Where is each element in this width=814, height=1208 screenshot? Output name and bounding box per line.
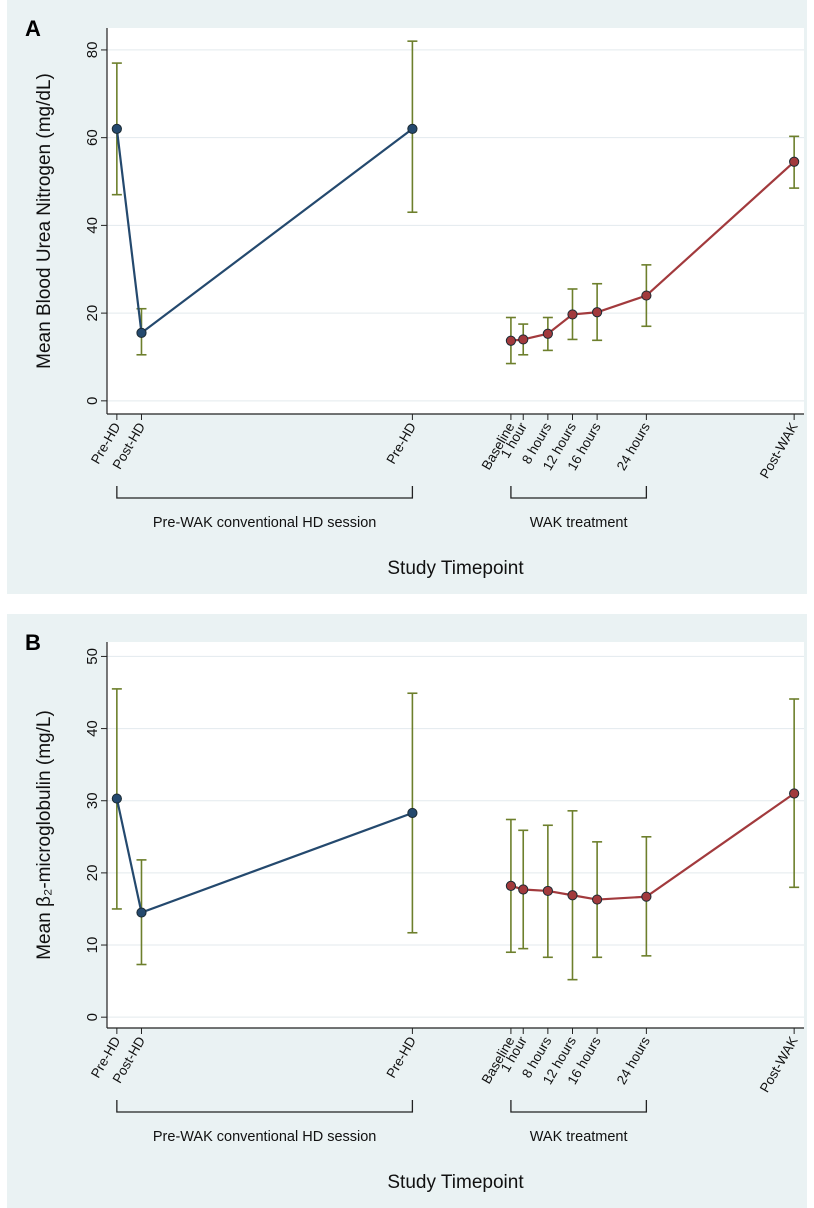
panel-label-a: A [25,16,41,41]
y-axis-title: Mean Blood Urea Nitrogen (mg/dL) [34,73,55,369]
plot-area [107,28,804,414]
data-point [505,335,517,346]
data-point [518,334,529,345]
group-bracket-label: Pre-WAK conventional HD session [153,515,377,531]
data-point [567,890,578,901]
group-bracket [510,1100,648,1113]
data-point [542,328,553,339]
data-point [789,156,800,167]
group-bracket [116,486,414,499]
data-point [592,894,603,905]
y-tick-label: 0 [84,1013,101,1021]
data-point [111,793,122,804]
y-axis-title: Mean β₂-microglobulin (mg/L) [34,710,55,960]
group-bracket-label: WAK treatment [530,515,628,531]
group-bracket-label: Pre-WAK conventional HD session [153,1129,377,1145]
y-tick-label: 60 [84,129,101,146]
y-tick-label: 80 [84,42,101,59]
data-point [518,884,529,895]
group-bracket-label: WAK treatment [530,1129,628,1145]
x-tick-label: Pre-HD [383,420,419,467]
y-tick-label: 10 [84,937,101,954]
data-point [542,885,553,897]
x-tick-label: Pre-HD [383,1034,419,1081]
chart-panel-a: A 0 20 40 60 80 Pre-HD Post-HD Pre-HD Baseline 1 … [7,0,807,594]
x-axis-title: Study Timepoint [387,558,524,579]
panel-label-b: B [25,630,41,655]
data-point [789,788,800,799]
x-tick-label: 24 hours [614,1034,653,1087]
x-tick-label: Post-WAK [757,1034,801,1095]
y-tick-label: 40 [84,720,101,737]
data-point [111,123,122,134]
data-point [567,309,578,320]
x-tick-label: 24 hours [614,420,653,473]
data-point [641,891,652,902]
data-point [407,807,418,819]
group-bracket [510,486,648,499]
y-tick-label: 40 [84,217,101,234]
data-point [592,307,603,318]
y-tick-label: 20 [84,865,101,882]
data-point [407,123,418,134]
data-point [136,327,147,338]
data-point [641,290,652,301]
y-tick-label: 30 [84,792,101,809]
x-axis-title: Study Timepoint [387,1172,524,1193]
y-tick-label: 20 [84,305,101,322]
group-bracket [116,1100,414,1113]
data-point [136,907,147,918]
y-tick-label: 50 [84,648,101,665]
plot-area [107,642,804,1028]
data-point [505,880,517,891]
x-tick-label: Post-WAK [757,420,801,481]
chart-panel-b: B 0 10 20 30 40 50 Pre-HD Post-HD Pre-HD Baseline… [7,614,807,1208]
y-tick-label: 0 [84,397,101,405]
